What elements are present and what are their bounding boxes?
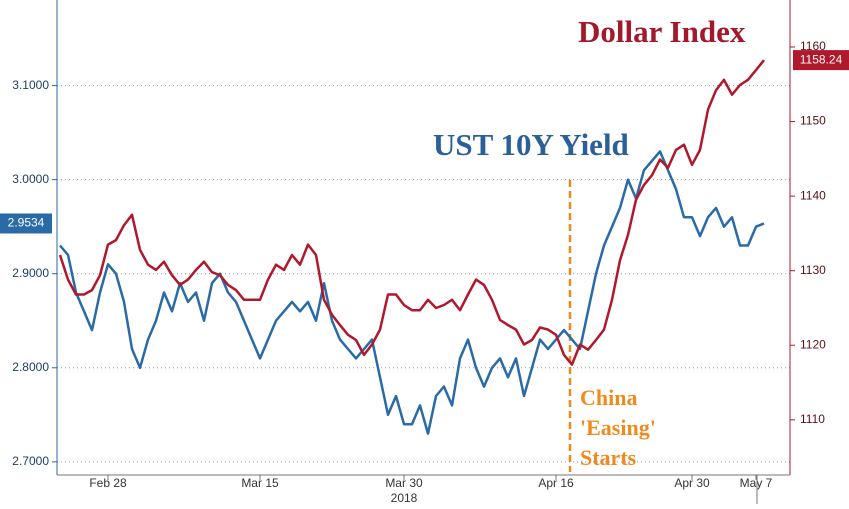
x-tick-label: Apr 30 bbox=[674, 476, 710, 490]
y2-tick-label: 1110 bbox=[800, 412, 825, 426]
y-tick-label: 3.1000 bbox=[12, 78, 49, 92]
y2-tick-label: 1150 bbox=[800, 114, 826, 128]
series-line bbox=[58, 59, 765, 366]
x-tick-label: Apr 16 bbox=[538, 476, 574, 490]
y2-tick-label: 1160 bbox=[800, 39, 826, 53]
x-tick-label: Mar 30 bbox=[385, 476, 423, 490]
annotation-text: China bbox=[580, 385, 637, 410]
series-label: UST 10Y Yield bbox=[433, 127, 629, 162]
y-tick-label: 3.0000 bbox=[12, 172, 49, 186]
annotation-text: Starts bbox=[580, 445, 637, 470]
value-badge bbox=[0, 213, 52, 234]
y2-tick-label: 1120 bbox=[800, 337, 826, 351]
y2-tick-label: 1130 bbox=[800, 263, 826, 277]
value-badge-label: 2.9534 bbox=[8, 216, 45, 230]
series-label: Dollar Index bbox=[578, 14, 746, 49]
x-tick-label: Mar 15 bbox=[241, 476, 279, 490]
y2-tick-label: 1140 bbox=[800, 188, 826, 202]
y-tick-label: 2.9000 bbox=[12, 266, 49, 280]
x-tick-label: Feb 28 bbox=[89, 476, 127, 490]
annotation-text: 'Easing' bbox=[580, 415, 656, 440]
y-tick-label: 2.7000 bbox=[12, 454, 49, 468]
x-tick-label: May 7 bbox=[740, 476, 773, 490]
value-badge-label: 1158.24 bbox=[800, 52, 843, 66]
series-line bbox=[59, 150, 765, 435]
y-tick-label: 2.8000 bbox=[12, 360, 49, 374]
x-year-label: 2018 bbox=[391, 491, 418, 505]
value-badge bbox=[793, 50, 849, 71]
